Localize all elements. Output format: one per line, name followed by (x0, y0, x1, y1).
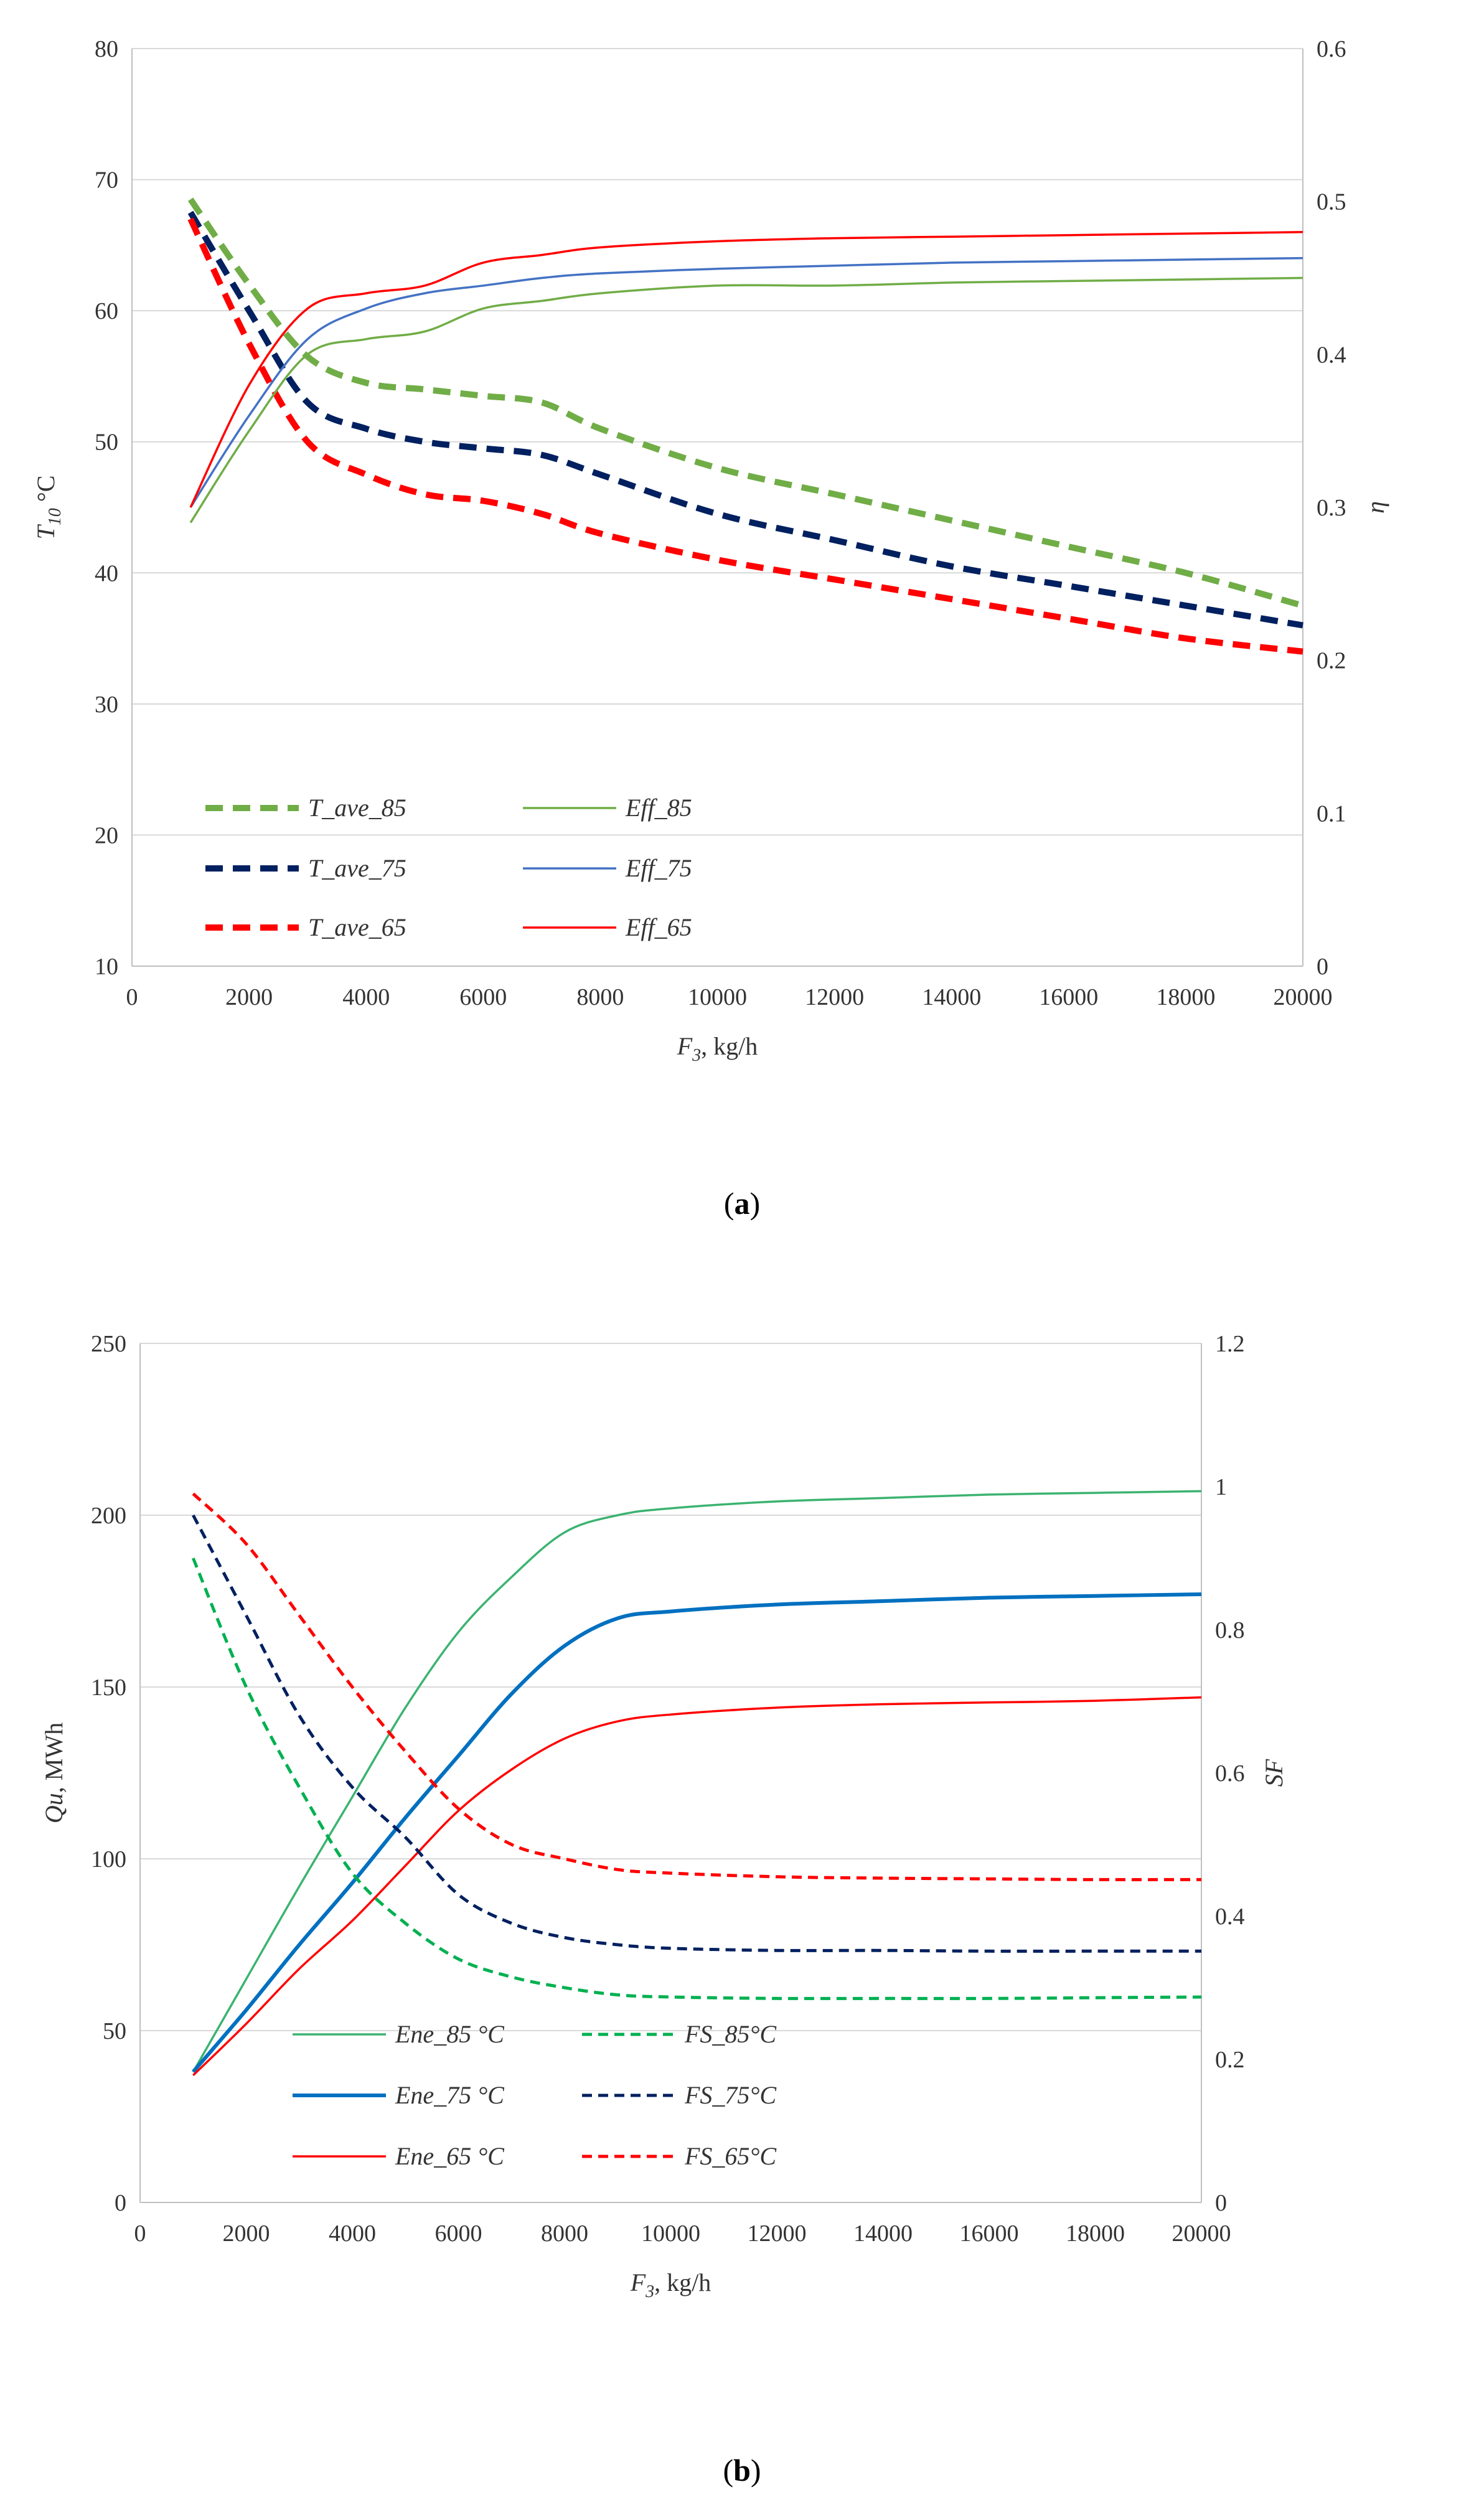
x-tick-label: 0 (126, 984, 138, 1010)
y2-tick-label: 1.2 (1215, 1331, 1245, 1357)
y2-tick-label: 0 (1317, 954, 1328, 980)
x-tick-label: 0 (134, 2221, 146, 2247)
y2-axis-title: η (1361, 501, 1389, 514)
x-tick-label: 6000 (435, 2221, 482, 2247)
y-tick-label: 70 (95, 167, 118, 194)
y-tick-label: 50 (103, 2018, 126, 2044)
x-tick-label: 4000 (342, 984, 390, 1010)
x-tick-label: 14000 (922, 984, 981, 1010)
y-tick-label: 50 (95, 430, 118, 456)
panel-caption: (b) (723, 2453, 761, 2488)
chart-b-svg: 0 50 100 150 200 250 0 0.2 0.4 0.6 0.8 1 1.2 0 2000 400… (40, 1331, 1288, 2488)
y2-tick-label: 0.6 (1215, 1760, 1245, 1787)
x-axis-title: F3, kg/h (677, 1032, 758, 1065)
y2-tick-label: 0.5 (1317, 189, 1346, 215)
y2-axis-title: SF (1260, 1759, 1288, 1787)
y-tick-label: 40 (95, 560, 118, 586)
series-line-eff-65 (189, 231, 1303, 508)
legend-label: Eff_75 (625, 854, 692, 882)
series-line-fs-85-c (191, 1558, 1202, 2000)
series-line-t-ave-65 (187, 217, 1303, 655)
y2-tick-label: 0.1 (1317, 801, 1346, 827)
legend-label: FS_85°C (684, 2020, 777, 2048)
y2-tick-label: 0.4 (1215, 1904, 1245, 1930)
y2-tick-label: 0.2 (1317, 648, 1346, 674)
series-line-eff-75 (189, 256, 1303, 508)
series-line-ene-65-c (192, 1696, 1202, 2077)
y-tick-label: 20 (95, 822, 118, 848)
chart-panel-a: 10 20 30 40 50 60 70 80 0 0.1 0.2 0.3 0.4 0.5 0.6 0 2000… (0, 0, 1484, 1220)
series-line-t-ave-85 (187, 197, 1304, 609)
legend-label: Ene_75 °C (395, 2081, 505, 2109)
legend-label: Eff_85 (625, 794, 692, 822)
x-tick-label: 2000 (223, 2221, 270, 2247)
y2-tick-label: 0.2 (1215, 2047, 1245, 2073)
series-line-eff-85 (189, 276, 1303, 524)
x-tick-label: 8000 (541, 2221, 588, 2247)
y2-tick-label: 0.3 (1317, 495, 1346, 521)
y2-tick-label: 1 (1215, 1474, 1227, 1500)
legend-label: T_ave_75 (308, 854, 406, 882)
x-axis-title: F3, kg/h (630, 2268, 711, 2301)
x-tick-label: 18000 (1156, 984, 1215, 1010)
x-tick-label: 2000 (225, 984, 273, 1010)
y-tick-label: 80 (95, 36, 118, 62)
legend-label: T_ave_65 (308, 913, 406, 941)
x-tick-label: 6000 (459, 984, 507, 1010)
x-tick-label: 14000 (853, 2221, 913, 2247)
x-tick-label: 12000 (748, 2221, 807, 2247)
x-tick-label: 18000 (1066, 2221, 1125, 2247)
y-tick-label: 100 (91, 1846, 126, 1873)
x-tick-label: 16000 (1039, 984, 1098, 1010)
y-tick-label: 60 (95, 298, 118, 324)
series-line-fs-65-c (192, 1492, 1202, 1881)
chart-panel-b: 0 50 100 150 200 250 0 0.2 0.4 0.6 0.8 1 1.2 0 2000 400… (0, 1276, 1484, 2505)
x-tick-label: 16000 (960, 2221, 1019, 2247)
legend-label: FS_65°C (684, 2142, 777, 2170)
series-line-ene-75-c (192, 1592, 1202, 2074)
chart-a-svg: 10 20 30 40 50 60 70 80 0 0.1 0.2 0.3 0.4 0.5 0.6 0 2000… (32, 36, 1389, 1220)
x-tick-label: 4000 (329, 2221, 376, 2247)
x-tick-label: 8000 (576, 984, 624, 1010)
legend-label: Ene_85 °C (395, 2020, 505, 2048)
series-line-t-ave-75 (187, 210, 1303, 629)
y-axis-title: T10 °C (32, 476, 65, 540)
x-tick-label: 12000 (805, 984, 864, 1010)
legend-label: Eff_65 (625, 913, 692, 941)
y-tick-label: 250 (91, 1331, 126, 1357)
y2-tick-label: 0 (1215, 2190, 1227, 2216)
x-tick-label: 20000 (1172, 2221, 1231, 2247)
y2-tick-label: 0.6 (1317, 36, 1346, 62)
y-axis-title: Qu, MWh (40, 1722, 68, 1823)
y2-tick-label: 0.8 (1215, 1617, 1245, 1643)
y2-tick-label: 0.4 (1317, 342, 1346, 368)
series-line-fs-75-c (192, 1514, 1201, 1953)
legend-label: T_ave_85 (308, 794, 406, 822)
legend-label: FS_75°C (684, 2081, 777, 2109)
y-tick-label: 150 (91, 1675, 126, 1701)
legend-label: Ene_65 °C (395, 2142, 505, 2170)
x-tick-label: 10000 (641, 2221, 700, 2247)
panel-caption: (a) (724, 1186, 760, 1220)
x-tick-label: 20000 (1274, 984, 1333, 1010)
y-tick-label: 30 (95, 692, 118, 718)
series-line-ene-85-c (192, 1490, 1202, 2073)
x-tick-label: 10000 (688, 984, 747, 1010)
y-tick-label: 200 (91, 1503, 126, 1529)
y-tick-label: 10 (95, 954, 118, 980)
y-tick-label: 0 (115, 2190, 126, 2216)
